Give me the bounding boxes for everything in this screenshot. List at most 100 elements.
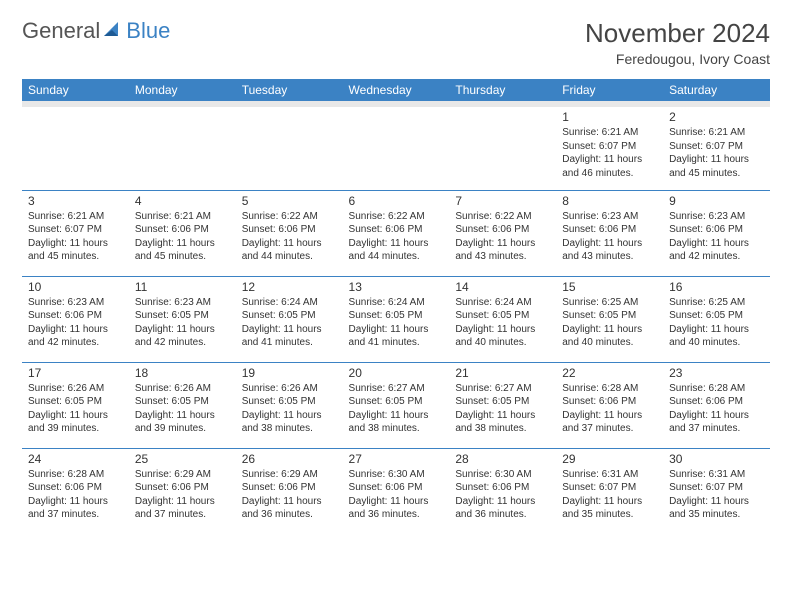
daylight: Daylight: 11 hours and 44 minutes. xyxy=(349,237,444,264)
day-number: 28 xyxy=(455,452,550,466)
sunrise: Sunrise: 6:26 AM xyxy=(135,382,230,396)
sunrise: Sunrise: 6:25 AM xyxy=(562,296,657,310)
day-info: Sunrise: 6:22 AMSunset: 6:06 PMDaylight:… xyxy=(242,210,337,264)
calendar-cell: 3 Sunrise: 6:21 AMSunset: 6:07 PMDaylight… xyxy=(22,190,129,276)
daylight: Daylight: 11 hours and 38 minutes. xyxy=(242,409,337,436)
day-number: 19 xyxy=(242,366,337,380)
sunrise: Sunrise: 6:28 AM xyxy=(669,382,764,396)
daylight: Daylight: 11 hours and 42 minutes. xyxy=(28,323,123,350)
weekday-header: Wednesday xyxy=(343,79,450,104)
day-info: Sunrise: 6:28 AMSunset: 6:06 PMDaylight:… xyxy=(28,468,123,522)
day-number: 21 xyxy=(455,366,550,380)
sunset: Sunset: 6:06 PM xyxy=(28,309,123,323)
calendar-cell: 9 Sunrise: 6:23 AMSunset: 6:06 PMDaylight… xyxy=(663,190,770,276)
day-number: 26 xyxy=(242,452,337,466)
day-info: Sunrise: 6:30 AMSunset: 6:06 PMDaylight:… xyxy=(455,468,550,522)
daylight: Daylight: 11 hours and 36 minutes. xyxy=(349,495,444,522)
calendar-cell: 18Sunrise: 6:26 AMSunset: 6:05 PMDayligh… xyxy=(129,362,236,448)
day-number: 30 xyxy=(669,452,764,466)
day-number: 27 xyxy=(349,452,444,466)
calendar-head: SundayMondayTuesdayWednesdayThursdayFrid… xyxy=(22,79,770,104)
day-number: 23 xyxy=(669,366,764,380)
calendar-cell: 4Sunrise: 6:21 AMSunset: 6:06 PMDaylight… xyxy=(129,190,236,276)
calendar-cell: 29Sunrise: 6:31 AMSunset: 6:07 PMDayligh… xyxy=(556,448,663,534)
sunset: Sunset: 6:06 PM xyxy=(669,223,764,237)
sunrise: Sunrise: 6:27 AM xyxy=(349,382,444,396)
sunrise: Sunrise: 6:26 AM xyxy=(242,382,337,396)
calendar-row: 10Sunrise: 6:23 AMSunset: 6:06 PMDayligh… xyxy=(22,276,770,362)
calendar-row: 3 Sunrise: 6:21 AMSunset: 6:07 PMDaylight… xyxy=(22,190,770,276)
calendar: SundayMondayTuesdayWednesdayThursdayFrid… xyxy=(22,79,770,534)
day-info: Sunrise: 6:24 AMSunset: 6:05 PMDaylight:… xyxy=(242,296,337,350)
day-info: Sunrise: 6:27 AMSunset: 6:05 PMDaylight:… xyxy=(349,382,444,436)
daylight: Daylight: 11 hours and 46 minutes. xyxy=(562,153,657,180)
sunrise: Sunrise: 6:31 AM xyxy=(562,468,657,482)
sunset: Sunset: 6:07 PM xyxy=(562,481,657,495)
day-number: 5 xyxy=(242,194,337,208)
sunset: Sunset: 6:07 PM xyxy=(669,481,764,495)
day-number: 15 xyxy=(562,280,657,294)
day-info: Sunrise: 6:29 AMSunset: 6:06 PMDaylight:… xyxy=(242,468,337,522)
calendar-cell: 26 Sunrise: 6:29 AMSunset: 6:06 PMDayligh… xyxy=(236,448,343,534)
sunrise: Sunrise: 6:23 AM xyxy=(669,210,764,224)
calendar-cell xyxy=(22,104,129,190)
day-info: Sunrise: 6:21 AMSunset: 6:07 PMDaylight:… xyxy=(28,210,123,264)
sunrise: Sunrise: 6:26 AM xyxy=(28,382,123,396)
calendar-row: 17Sunrise: 6:26 AMSunset: 6:05 PMDayligh… xyxy=(22,362,770,448)
day-number: 3 xyxy=(28,194,123,208)
calendar-cell xyxy=(129,104,236,190)
daylight: Daylight: 11 hours and 37 minutes. xyxy=(669,409,764,436)
day-info: Sunrise: 6:23 AMSunset: 6:06 PMDaylight:… xyxy=(28,296,123,350)
logo-text-2: Blue xyxy=(126,18,170,44)
sunrise: Sunrise: 6:29 AM xyxy=(242,468,337,482)
calendar-cell: 11 Sunrise: 6:23 AMSunset: 6:05 PMDayligh… xyxy=(129,276,236,362)
sunrise: Sunrise: 6:24 AM xyxy=(349,296,444,310)
logo: General Blue xyxy=(22,18,170,44)
calendar-row: 1Sunrise: 6:21 AMSunset: 6:07 PMDaylight… xyxy=(22,104,770,190)
sunrise: Sunrise: 6:23 AM xyxy=(135,296,230,310)
day-info: Sunrise: 6:24 AMSunset: 6:05 PMDaylight:… xyxy=(455,296,550,350)
day-info: Sunrise: 6:28 AMSunset: 6:06 PMDaylight:… xyxy=(669,382,764,436)
calendar-cell: 15 Sunrise: 6:25 AMSunset: 6:05 PMDayligh… xyxy=(556,276,663,362)
calendar-cell: 24Sunrise: 6:28 AMSunset: 6:06 PMDayligh… xyxy=(22,448,129,534)
calendar-cell: 5 Sunrise: 6:22 AMSunset: 6:06 PMDaylight… xyxy=(236,190,343,276)
calendar-cell: 25Sunrise: 6:29 AMSunset: 6:06 PMDayligh… xyxy=(129,448,236,534)
day-info: Sunrise: 6:31 AMSunset: 6:07 PMDaylight:… xyxy=(562,468,657,522)
calendar-cell: 12Sunrise: 6:24 AMSunset: 6:05 PMDayligh… xyxy=(236,276,343,362)
day-number: 11 xyxy=(135,280,230,294)
calendar-cell xyxy=(236,104,343,190)
daylight: Daylight: 11 hours and 43 minutes. xyxy=(455,237,550,264)
sunrise: Sunrise: 6:21 AM xyxy=(669,126,764,140)
day-number: 7 xyxy=(455,194,550,208)
daylight: Daylight: 11 hours and 38 minutes. xyxy=(349,409,444,436)
sunrise: Sunrise: 6:30 AM xyxy=(455,468,550,482)
sunset: Sunset: 6:06 PM xyxy=(562,395,657,409)
daylight: Daylight: 11 hours and 42 minutes. xyxy=(669,237,764,264)
weekday-header: Sunday xyxy=(22,79,129,104)
day-number: 9 xyxy=(669,194,764,208)
sunrise: Sunrise: 6:22 AM xyxy=(349,210,444,224)
day-info: Sunrise: 6:25 AMSunset: 6:05 PMDaylight:… xyxy=(562,296,657,350)
sunset: Sunset: 6:06 PM xyxy=(455,481,550,495)
day-number: 20 xyxy=(349,366,444,380)
sunset: Sunset: 6:06 PM xyxy=(455,223,550,237)
sunset: Sunset: 6:05 PM xyxy=(455,309,550,323)
calendar-cell: 1Sunrise: 6:21 AMSunset: 6:07 PMDaylight… xyxy=(556,104,663,190)
daylight: Daylight: 11 hours and 37 minutes. xyxy=(135,495,230,522)
sunset: Sunset: 6:06 PM xyxy=(242,481,337,495)
daylight: Daylight: 11 hours and 41 minutes. xyxy=(242,323,337,350)
daylight: Daylight: 11 hours and 36 minutes. xyxy=(455,495,550,522)
daylight: Daylight: 11 hours and 37 minutes. xyxy=(28,495,123,522)
day-number: 13 xyxy=(349,280,444,294)
month-title: November 2024 xyxy=(585,18,770,49)
sunrise: Sunrise: 6:23 AM xyxy=(28,296,123,310)
day-number: 22 xyxy=(562,366,657,380)
day-number: 1 xyxy=(562,110,657,124)
sunset: Sunset: 6:06 PM xyxy=(135,481,230,495)
calendar-cell xyxy=(343,104,450,190)
day-info: Sunrise: 6:23 AMSunset: 6:05 PMDaylight:… xyxy=(135,296,230,350)
calendar-cell: 17Sunrise: 6:26 AMSunset: 6:05 PMDayligh… xyxy=(22,362,129,448)
calendar-cell: 7Sunrise: 6:22 AMSunset: 6:06 PMDaylight… xyxy=(449,190,556,276)
day-info: Sunrise: 6:28 AMSunset: 6:06 PMDaylight:… xyxy=(562,382,657,436)
day-number: 25 xyxy=(135,452,230,466)
